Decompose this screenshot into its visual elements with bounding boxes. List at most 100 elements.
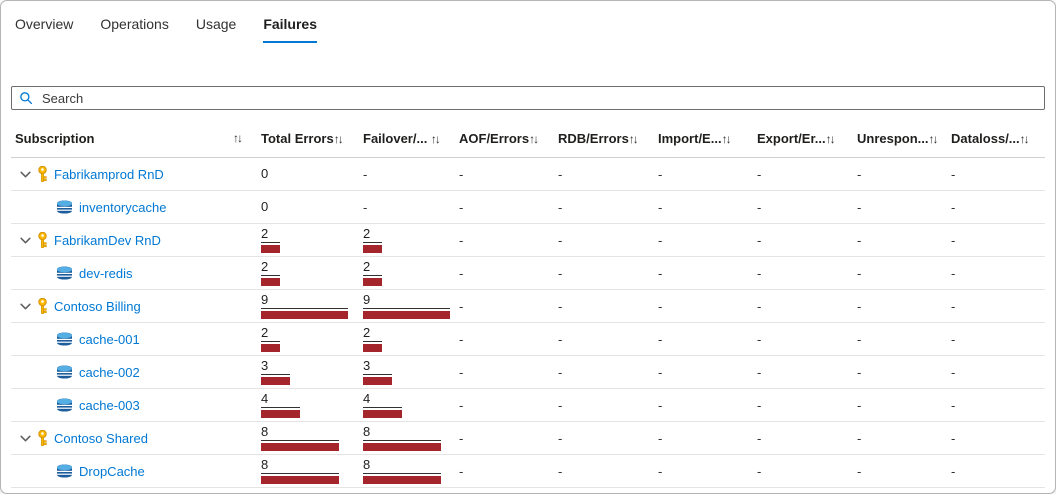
chevron-down-icon[interactable] xyxy=(19,168,32,181)
column-header-aof-errors[interactable]: AOF/Errors↑↓ xyxy=(455,131,554,146)
metric-cell: - xyxy=(853,167,947,182)
metric-cell: 2 xyxy=(359,257,455,289)
tab-failures[interactable]: Failures xyxy=(263,16,318,43)
empty-value: - xyxy=(459,463,464,479)
empty-value: - xyxy=(558,232,563,248)
metric-cell: - xyxy=(753,200,853,215)
metric-cell: - xyxy=(554,398,654,413)
sort-arrows-icon[interactable]: ↑↓ xyxy=(721,131,732,146)
empty-value: - xyxy=(857,364,862,380)
metric-cell: - xyxy=(654,233,753,248)
chevron-down-icon[interactable] xyxy=(19,234,32,247)
empty-value: - xyxy=(857,298,862,314)
subscription-link[interactable]: Contoso Shared xyxy=(54,430,148,446)
empty-value: - xyxy=(951,331,956,347)
column-header-unrespon[interactable]: Unrespon...↑↓ xyxy=(853,131,947,146)
error-bar xyxy=(363,407,402,418)
sort-arrows-icon[interactable]: ↑↓ xyxy=(529,131,539,146)
error-bar xyxy=(261,275,280,286)
subscription-name-cell: Fabrikamprod RnD xyxy=(11,166,257,182)
search-icon xyxy=(20,92,33,105)
sort-arrows-icon[interactable]: ↑↓ xyxy=(928,131,939,146)
chevron-down-icon[interactable] xyxy=(19,432,32,445)
table-body: Fabrikamprod RnD 0 - - - - - - - inventorycache 0 -… xyxy=(11,158,1045,488)
sort-arrows-icon[interactable]: ↑↓ xyxy=(628,131,639,146)
tab-operations[interactable]: Operations xyxy=(100,16,168,43)
metric-value: 2 xyxy=(261,259,269,274)
metric-cell: - xyxy=(753,464,853,479)
metric-value: 4 xyxy=(363,391,371,406)
error-bar xyxy=(261,473,339,484)
metric-cell: 9 xyxy=(257,290,359,322)
empty-value: - xyxy=(558,331,563,347)
column-header-import-e[interactable]: Import/E...↑↓ xyxy=(654,131,753,146)
metric-cell: - xyxy=(554,200,654,215)
metric-value: 2 xyxy=(261,325,269,340)
cache-link[interactable]: DropCache xyxy=(79,463,145,479)
empty-value: - xyxy=(857,232,862,248)
search-input[interactable] xyxy=(40,89,1037,107)
cache-icon xyxy=(56,266,73,280)
cache-link[interactable]: cache-001 xyxy=(79,331,140,347)
column-header-total-errors[interactable]: Total Errors↑↓ xyxy=(257,131,359,146)
search-box[interactable] xyxy=(11,86,1045,110)
tab-overview[interactable]: Overview xyxy=(15,16,73,43)
error-bar-fill xyxy=(261,278,280,286)
sort-arrows-icon[interactable]: ↑↓ xyxy=(1019,131,1030,146)
metric-cell: - xyxy=(753,431,853,446)
metric-cell: - xyxy=(455,200,554,215)
cache-link[interactable]: cache-002 xyxy=(79,364,140,380)
tab-usage[interactable]: Usage xyxy=(196,16,236,43)
empty-value: - xyxy=(951,430,956,446)
metric-cell: - xyxy=(455,266,554,281)
metric-value: 9 xyxy=(261,292,269,307)
subscription-link[interactable]: Contoso Billing xyxy=(54,298,141,314)
metric-value: 2 xyxy=(363,325,371,340)
metric-cell: - xyxy=(753,233,853,248)
empty-value: - xyxy=(459,199,464,215)
tab-label: Overview xyxy=(15,16,74,32)
column-header-rdb-errors[interactable]: RDB/Errors↑↓ xyxy=(554,131,654,146)
metric-cell: 8 xyxy=(257,455,359,487)
metric-cell: 3 xyxy=(257,356,359,388)
metric-cell: - xyxy=(853,266,947,281)
column-header-export-er[interactable]: Export/Er...↑↓ xyxy=(753,131,853,146)
cache-link[interactable]: dev-redis xyxy=(79,265,133,281)
metric-cell: - xyxy=(554,233,654,248)
column-header-failover[interactable]: Failover/... ↑↓ xyxy=(359,131,455,146)
metric-cell: - xyxy=(947,431,1045,446)
error-bar xyxy=(261,242,280,253)
metric-cell: - xyxy=(654,200,753,215)
tab-label: Operations xyxy=(100,16,169,32)
empty-value: - xyxy=(757,199,762,215)
sort-arrows-icon[interactable]: ↑↓ xyxy=(430,131,441,146)
metric-value: 2 xyxy=(261,226,269,241)
metric-cell: - xyxy=(753,299,853,314)
sort-arrows-icon[interactable]: ↑↓ xyxy=(825,131,836,146)
error-bar xyxy=(363,275,382,286)
cache-icon xyxy=(56,398,73,412)
empty-value: - xyxy=(857,265,862,281)
metric-cell: - xyxy=(455,332,554,347)
error-bar-fill xyxy=(363,443,441,451)
sort-arrows-icon[interactable]: ↑↓ xyxy=(333,131,344,146)
cache-name-cell: DropCache xyxy=(11,464,257,479)
subscription-link[interactable]: Fabrikamprod RnD xyxy=(54,166,164,182)
empty-value: - xyxy=(857,331,862,347)
sort-arrows-icon[interactable]: ↑↓ xyxy=(233,131,243,145)
empty-value: - xyxy=(658,166,663,182)
empty-value: - xyxy=(658,298,663,314)
metric-cell: - xyxy=(753,365,853,380)
empty-value: - xyxy=(459,331,464,347)
cache-link[interactable]: cache-003 xyxy=(79,397,140,413)
metric-cell: 2 xyxy=(257,257,359,289)
chevron-down-icon[interactable] xyxy=(19,300,32,313)
metric-cell: - xyxy=(554,365,654,380)
column-label: Total Errors xyxy=(261,130,334,146)
metric-cell: - xyxy=(654,299,753,314)
subscription-link[interactable]: FabrikamDev RnD xyxy=(54,232,161,248)
column-header-subscription[interactable]: Subscription ↑↓ xyxy=(11,131,257,146)
error-bar-fill xyxy=(363,278,382,286)
column-header-dataloss[interactable]: Dataloss/...↑↓ xyxy=(947,131,1045,146)
cache-link[interactable]: inventorycache xyxy=(79,199,167,215)
